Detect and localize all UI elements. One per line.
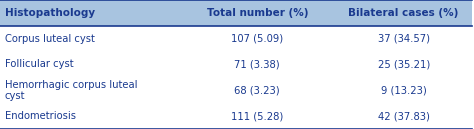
Text: 9 (13.23): 9 (13.23)	[381, 85, 427, 95]
Bar	[0, 0, 472, 26]
Text: 71 (3.38): 71 (3.38)	[235, 59, 280, 70]
Text: Corpus luteal cyst: Corpus luteal cyst	[5, 34, 95, 44]
Text: Histopathology: Histopathology	[5, 8, 95, 18]
Text: 68 (3.23): 68 (3.23)	[235, 85, 280, 95]
Text: 111 (5.28): 111 (5.28)	[231, 111, 283, 121]
Text: Follicular cyst: Follicular cyst	[5, 59, 73, 70]
Text: Bilateral cases (%): Bilateral cases (%)	[348, 8, 459, 18]
Text: 25 (35.21): 25 (35.21)	[377, 59, 430, 70]
Text: 107 (5.09): 107 (5.09)	[231, 34, 283, 44]
Text: Endometriosis: Endometriosis	[5, 111, 76, 121]
Text: 42 (37.83): 42 (37.83)	[378, 111, 429, 121]
Text: Hemorrhagic corpus luteal
cyst: Hemorrhagic corpus luteal cyst	[5, 79, 137, 101]
Text: 37 (34.57): 37 (34.57)	[378, 34, 429, 44]
Text: Total number (%): Total number (%)	[207, 8, 308, 18]
